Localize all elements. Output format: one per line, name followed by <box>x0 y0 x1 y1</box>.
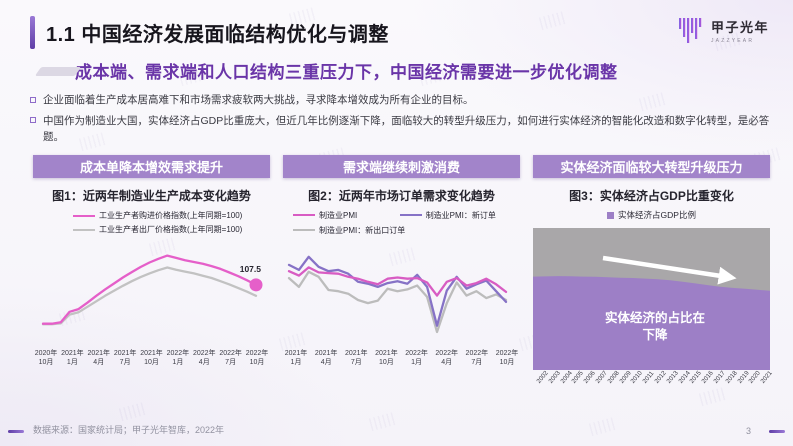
svg-text:107.5: 107.5 <box>240 264 262 274</box>
logo-subtext: JAZZYEAR <box>710 37 755 44</box>
watermark-icon <box>588 416 618 437</box>
data-source: 数据来源：国家统计局；甲子光年智库，2022年 <box>33 425 225 435</box>
chart3-legend: 实体经济占GDP比例 <box>533 208 770 222</box>
subtitle-decor <box>34 67 82 76</box>
title-block: 1.1 中国经济发展面临结构优化与调整 <box>30 16 389 49</box>
legend-label: 制造业PMI <box>319 210 358 220</box>
legend-line-swatch <box>73 214 95 217</box>
watermark-icon <box>698 386 728 407</box>
watermark-icon <box>368 411 398 432</box>
bullet-square-icon <box>30 117 36 124</box>
panel-demand: 需求端继续刺激消费 图2：近两年市场订单需求变化趋势 制造业PMI 制造业PMI… <box>283 155 520 381</box>
legend-line-swatch <box>399 214 422 216</box>
x-axis-label: 2021年 10月 <box>375 350 398 367</box>
x-axis-label: 2021年 7月 <box>344 350 368 367</box>
panel-real-economy: 实体经济面临较大转型升级压力 图3：实体经济占GDP比重变化 实体经济占GDP比… <box>533 155 774 385</box>
bullet-item: 中国作为制造业大国，实体经济占GDP比重庞大，但近几年比例逐渐下降，面临较大的转… <box>30 114 770 146</box>
chart2-line-chart <box>287 255 508 334</box>
watermark-icon <box>538 10 568 31</box>
legend-square-swatch <box>607 211 615 219</box>
x-axis-label: 2022年 4月 <box>192 350 216 367</box>
legend-item: 工业生产者购进价格指数(上年同期=100) <box>73 210 270 221</box>
x-axis-label: 2021年 1月 <box>284 350 308 367</box>
legend-item: 制造业PMI：新订单 <box>399 210 520 221</box>
chart2-legend: 制造业PMI 制造业PMI：新订单 制造业PMI：新出口订单 <box>283 209 520 236</box>
panel-header: 实体经济面临较大转型升级压力 <box>533 155 770 178</box>
legend-line-swatch <box>293 214 315 216</box>
x-axis-label: 2022年 10月 <box>495 350 519 367</box>
bullet-text: 企业面临着生产成本居高难下和市场需求疲软两大挑战，寻求降本增效成为所有企业的目标… <box>43 94 474 106</box>
legend-item: 制造业PMI <box>293 210 400 221</box>
legend-label: 工业生产者购进价格指数(上年同期=100) <box>99 211 243 220</box>
panel-header: 需求端继续刺激消费 <box>283 155 520 178</box>
chart3-area-chart <box>533 228 770 370</box>
brand-logo: 甲子光年 JAZZYEAR <box>678 15 769 45</box>
panels-row: 成本单降本增效需求提升 图1：近两年制造业生产成本变化趋势 工业生产者购进价格指… <box>33 155 774 385</box>
panel-cost: 成本单降本增效需求提升 图1：近两年制造业生产成本变化趋势 工业生产者购进价格指… <box>33 155 270 381</box>
bullet-text: 中国作为制造业大国，实体经济占GDP比重庞大，但近几年比例逐渐下降，面临较大的转… <box>43 114 770 143</box>
chart1-x-axis: 2020年 10月 2021年 1月 2021年 4月 2021年 7月 2021年 1… <box>33 346 270 367</box>
x-axis-label: 2022年 1月 <box>166 350 190 367</box>
legend-label: 工业生产者出厂价格指数(上年同期=100) <box>99 225 243 234</box>
chart1-title: 图1：近两年制造业生产成本变化趋势 <box>52 189 251 203</box>
bullet-item: 企业面临着生产成本居高难下和市场需求疲软两大挑战，寻求降本增效成为所有企业的目标… <box>30 93 770 109</box>
x-axis-label: 2021年 4月 <box>87 350 111 367</box>
x-axis-label: 2021年 7月 <box>113 350 137 367</box>
footer-dash-left <box>8 430 24 433</box>
x-axis-label: 2002 <box>535 369 550 385</box>
chart1-legend: 工业生产者购进价格指数(上年同期=100) 工业生产者出厂价格指数(上年同期=1… <box>33 209 270 236</box>
legend-line-swatch <box>293 229 315 231</box>
bullet-list: 企业面临着生产成本居高难下和市场需求疲软两大挑战，寻求降本增效成为所有企业的目标… <box>30 93 770 150</box>
chart2-x-axis: 2021年 1月 2021年 4月 2021年 7月 2021年 10月 2022年 1… <box>283 346 520 367</box>
chart3-x-axis: 2002 2003 2004 2005 2006 2007 2008 2009 2010 2011… <box>533 370 774 385</box>
logo-text: 甲子光年 JAZZYEAR <box>711 17 769 44</box>
subtitle: 成本端、需求端和人口结构三重压力下，中国经济需要进一步优化调整 <box>75 63 618 82</box>
legend-label: 实体经济占GDP比例 <box>618 210 696 220</box>
x-axis-label: 2022年 7月 <box>219 350 242 367</box>
decline-arrow-icon <box>602 255 737 285</box>
legend-item: 实体经济占GDP比例 <box>607 208 696 222</box>
panel-header: 成本单降本增效需求提升 <box>33 155 270 178</box>
x-axis-label: 2021年 1月 <box>61 350 84 367</box>
watermark-icon <box>118 401 148 422</box>
chart3-area-chart-wrap: 实体经济的占比在 下降 <box>533 226 770 370</box>
x-axis-label: 2022年 10月 <box>245 350 269 367</box>
subtitle-row: 成本端、需求端和人口结构三重压力下，中国经济需要进一步优化调整 <box>0 58 793 83</box>
logo-name: 甲子光年 <box>710 19 769 35</box>
legend-item: 工业生产者出厂价格指数(上年同期=100) <box>73 224 270 235</box>
legend-item: 制造业PMI：新出口订单 <box>293 225 405 236</box>
x-axis-label: 2021年 4月 <box>314 350 338 367</box>
logo-bars-icon <box>678 18 702 43</box>
x-axis-label: 2022年 4月 <box>435 350 458 367</box>
bullet-square-icon <box>30 96 36 103</box>
footer-dash-right <box>769 430 785 433</box>
chart2-title: 图2：近两年市场订单需求变化趋势 <box>308 189 495 203</box>
x-axis-label: 2022年 7月 <box>465 350 489 367</box>
legend-label: 制造业PMI：新出口订单 <box>319 225 406 235</box>
x-axis-label: 2021年 10月 <box>140 350 163 367</box>
legend-line-swatch <box>73 228 95 231</box>
page-number: 3 <box>745 426 751 436</box>
title-accent-bar <box>30 16 35 49</box>
x-axis-label: 2020年 10月 <box>34 350 58 367</box>
x-axis-label: 2022年 1月 <box>405 350 428 367</box>
chart3-annotation: 实体经济的占比在 下降 <box>604 311 705 342</box>
legend-label: 制造业PMI：新订单 <box>425 210 496 220</box>
chart1-line-chart: 107.5 <box>41 254 263 326</box>
page-title: 1.1 中国经济发展面临结构优化与调整 <box>46 24 389 46</box>
chart3-title: 图3：实体经济占GDP比重变化 <box>569 189 734 203</box>
